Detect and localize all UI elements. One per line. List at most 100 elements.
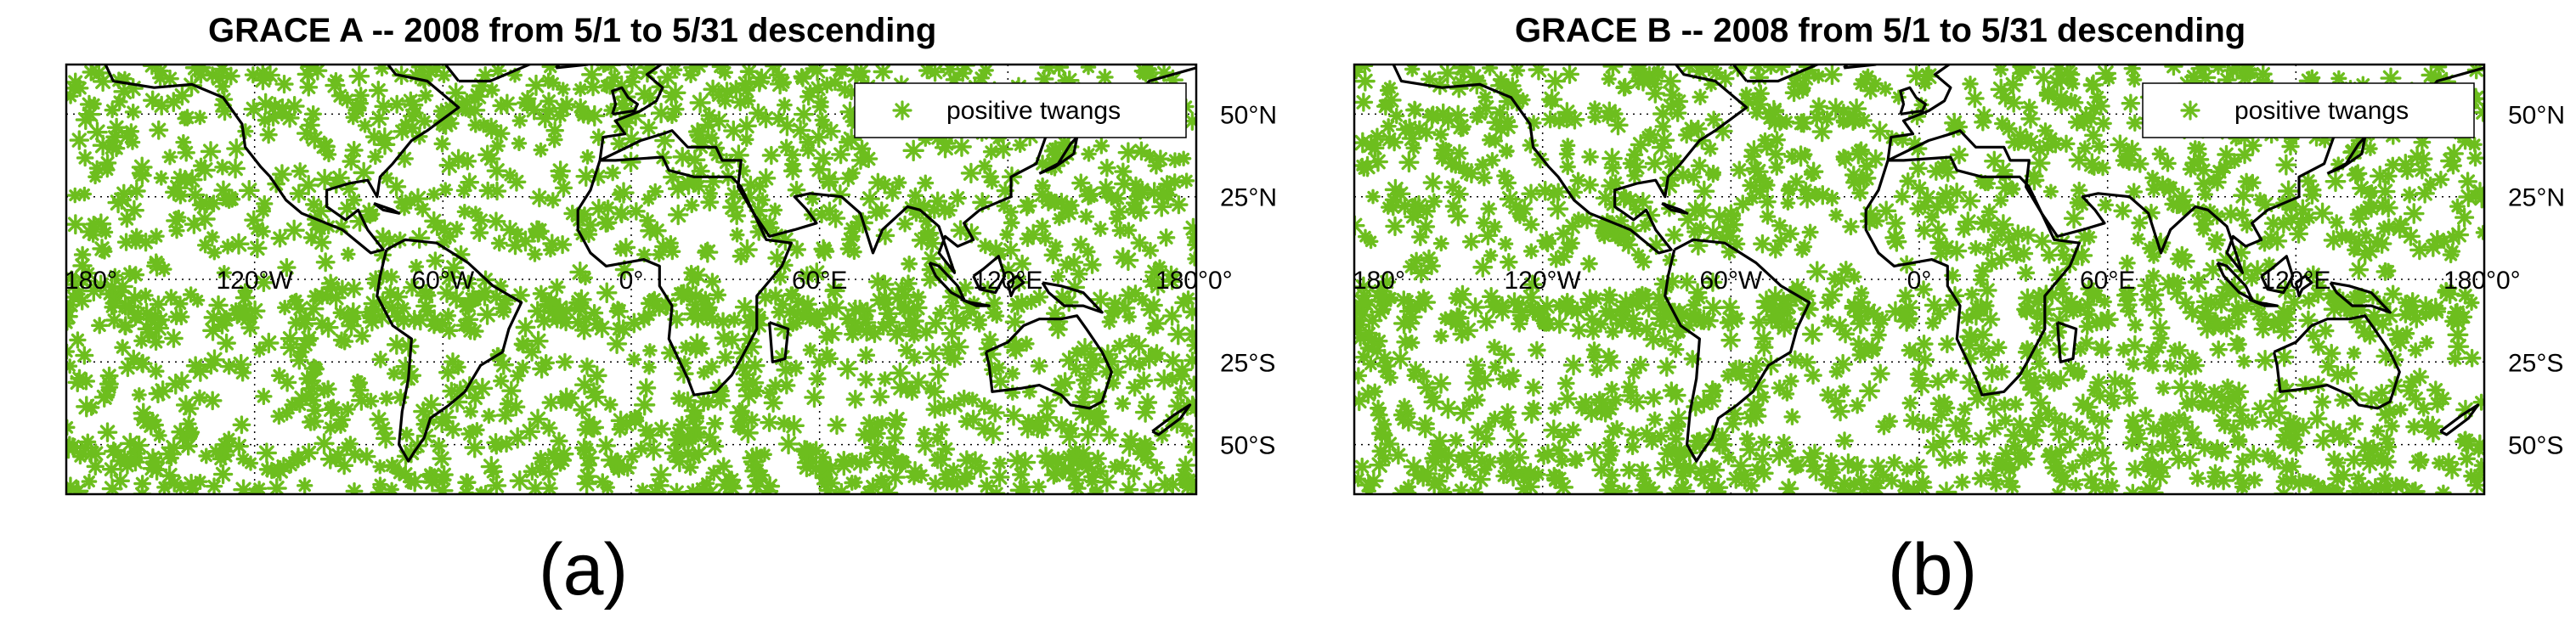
data-point	[1077, 208, 1095, 225]
data-point	[232, 415, 251, 435]
data-point	[2097, 294, 2112, 310]
data-point	[2184, 154, 2204, 173]
data-point	[1859, 380, 1880, 402]
data-point	[2020, 98, 2038, 116]
data-point	[2298, 310, 2319, 331]
data-point	[82, 65, 100, 82]
data-point	[1448, 290, 1465, 307]
y-tick-label: 25°S	[2508, 349, 2563, 377]
data-point	[191, 389, 208, 406]
data-point	[1804, 166, 1820, 183]
data-point	[1030, 478, 1047, 494]
data-point	[664, 109, 680, 125]
data-point	[540, 72, 557, 89]
data-point	[1432, 127, 1449, 143]
data-point	[1624, 363, 1642, 382]
data-point	[2466, 137, 2483, 153]
data-point	[907, 297, 928, 318]
data-point	[2042, 183, 2059, 200]
data-point	[1114, 162, 1133, 181]
data-point	[1362, 355, 1380, 373]
data-point	[2409, 239, 2430, 261]
y-tick-label: 25°N	[1220, 184, 1277, 212]
data-point	[255, 387, 273, 406]
data-point	[1728, 65, 1748, 77]
data-point	[767, 202, 783, 218]
legend-label: positive twangs	[946, 97, 1121, 125]
data-point	[905, 348, 924, 367]
data-point	[610, 319, 629, 338]
data-point	[1754, 337, 1774, 357]
data-point	[1805, 443, 1825, 464]
data-point	[737, 82, 755, 99]
data-point	[670, 390, 688, 408]
data-point	[2094, 160, 2111, 177]
data-point	[889, 362, 912, 384]
data-point	[640, 294, 658, 312]
data-point	[1825, 98, 1846, 119]
data-point	[1974, 113, 1992, 132]
data-point	[865, 324, 884, 344]
data-point	[1711, 484, 1727, 494]
data-point	[2104, 370, 2126, 392]
data-point	[1178, 172, 1195, 189]
data-point	[741, 175, 760, 194]
data-point	[1699, 65, 1720, 77]
data-point	[1076, 383, 1093, 401]
data-point	[1946, 415, 1967, 436]
data-point	[1564, 421, 1582, 439]
data-point	[737, 239, 758, 261]
y-tick-label: 50°N	[1220, 101, 1277, 129]
data-point	[1093, 137, 1110, 155]
data-point	[2183, 430, 2202, 449]
data-point	[93, 386, 115, 408]
plot-area	[1354, 65, 2484, 494]
data-point	[2038, 82, 2059, 104]
x-tick-label: 0°	[1907, 267, 1932, 295]
data-point	[1377, 363, 1395, 380]
data-point	[1134, 371, 1154, 391]
data-point	[114, 339, 132, 357]
data-point	[1686, 306, 1704, 324]
data-point	[1444, 197, 1463, 216]
data-point	[1929, 220, 1948, 240]
data-point	[527, 246, 543, 262]
data-point	[771, 110, 788, 127]
data-point	[2005, 182, 2021, 197]
data-point	[2227, 335, 2247, 355]
data-point	[1363, 234, 1379, 250]
data-point	[1354, 93, 1374, 112]
data-point	[2246, 471, 2263, 489]
data-point	[302, 298, 325, 320]
data-point	[2229, 301, 2245, 318]
data-point	[820, 201, 839, 222]
data-point	[2296, 473, 2311, 489]
data-point	[716, 92, 734, 110]
data-point	[2158, 412, 2174, 427]
data-point	[1448, 159, 1463, 174]
data-point	[926, 475, 945, 492]
data-point	[1885, 213, 1906, 234]
data-point	[1653, 459, 1675, 479]
data-point	[580, 456, 597, 474]
data-point	[2097, 196, 2114, 214]
data-point	[769, 65, 789, 85]
data-point	[539, 419, 558, 437]
data-point	[205, 229, 220, 245]
data-point	[1870, 363, 1890, 384]
data-point	[2082, 74, 2104, 96]
data-point	[1560, 65, 1580, 84]
data-point	[2216, 159, 2234, 177]
data-point	[2131, 155, 2149, 173]
data-point	[1082, 255, 1102, 274]
data-point	[2010, 414, 2031, 435]
data-point	[1836, 383, 1852, 399]
data-point	[1449, 307, 1470, 329]
data-point	[472, 377, 494, 399]
data-point	[2113, 201, 2133, 221]
data-point	[646, 482, 665, 494]
data-point	[1926, 161, 1946, 181]
data-point	[1406, 368, 1421, 384]
data-point	[2205, 234, 2224, 254]
data-point	[642, 439, 664, 461]
